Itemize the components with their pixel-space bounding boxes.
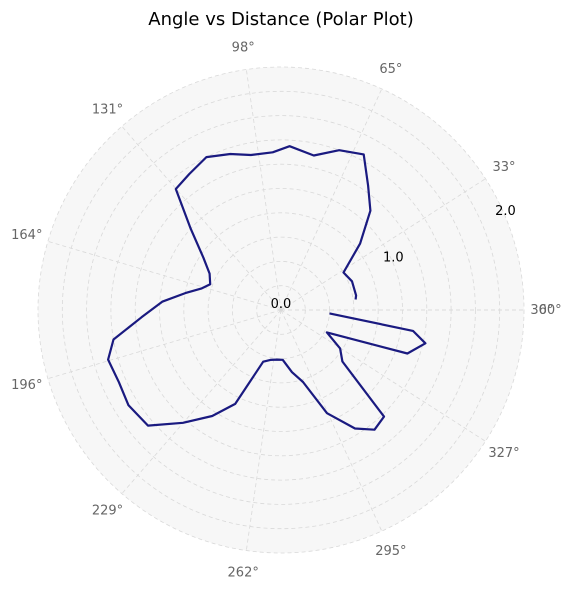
angular-gridline	[280, 309, 486, 442]
radial-gridline	[86, 115, 476, 505]
angle-tick-label: 131°	[92, 103, 123, 118]
angular-gridline	[280, 178, 486, 311]
angle-tick-label: 65°	[379, 62, 402, 77]
radial-gridline	[134, 163, 428, 457]
angle-tick-label: 196°	[11, 378, 42, 393]
angular-gridline	[245, 309, 282, 551]
radial-gridline	[37, 66, 525, 554]
angular-gridline	[280, 88, 383, 311]
angular-gridline	[47, 241, 282, 311]
plot-area: 0° 33° 65° 98° 131° 164° 196° 229° 262° 295° 327° 3…	[11, 41, 562, 581]
angle-tick-label: 327°	[488, 446, 519, 461]
angle-tick-label: 164°	[11, 228, 42, 243]
angle-tick-label: 98°	[232, 41, 255, 56]
radial-tick-label: 1.0	[383, 251, 404, 266]
angular-gridline	[121, 126, 282, 311]
angle-tick-label: 360°	[530, 303, 561, 318]
angular-gridline	[245, 69, 282, 311]
angle-tick-label: 295°	[375, 544, 406, 559]
angle-tick-label: 33°	[492, 160, 515, 175]
radial-tick-label: 0.0	[271, 297, 292, 312]
angular-gridline	[121, 309, 282, 494]
angular-gridline	[47, 309, 282, 379]
angle-tick-label: 262°	[228, 565, 259, 580]
series-line	[107, 145, 427, 431]
chart-title: Angle vs Distance (Polar Plot)	[148, 9, 413, 30]
radial-gridline	[183, 212, 379, 408]
radial-gridline	[231, 260, 330, 359]
radial-tick-label: 2.0	[495, 204, 516, 219]
angle-tick-label: 229°	[92, 503, 123, 518]
angular-gridline	[280, 309, 383, 532]
angle-tick-label: 0°	[539, 303, 554, 318]
